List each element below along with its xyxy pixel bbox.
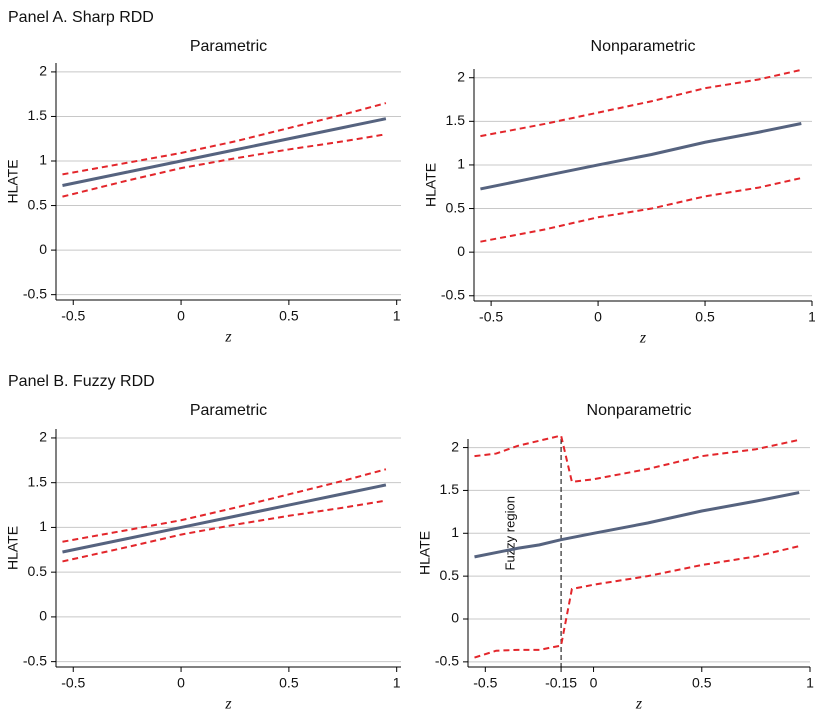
y-tick-label: 1 bbox=[39, 518, 47, 534]
x-tick-label: -0.5 bbox=[479, 309, 503, 325]
chart-title: Parametric bbox=[190, 38, 267, 55]
x-axis-label: z bbox=[639, 330, 647, 347]
x-tick-label: -0.5 bbox=[473, 675, 497, 691]
x-axis-label: z bbox=[224, 696, 232, 713]
x-tick-label: 1 bbox=[808, 309, 815, 325]
y-tick-label: 0.5 bbox=[28, 196, 48, 212]
annotation: Fuzzy region bbox=[503, 496, 518, 570]
estimate-line bbox=[474, 491, 800, 559]
x-tick-label: 0 bbox=[177, 675, 185, 691]
confidence-band bbox=[62, 499, 387, 563]
estimate-line bbox=[62, 117, 387, 187]
x-tick-label: -0.5 bbox=[61, 675, 85, 691]
y-axis-label: HLATE bbox=[423, 163, 439, 207]
y-axis-label: HLATE bbox=[417, 531, 433, 575]
y-tick-label: 0.5 bbox=[446, 199, 466, 215]
panel-title: Panel A. Sharp RDD bbox=[8, 9, 154, 26]
x-tick-label: 0 bbox=[594, 309, 602, 325]
confidence-band bbox=[480, 68, 802, 138]
chart-title: Nonparametric bbox=[587, 402, 692, 419]
y-tick-label: 1 bbox=[451, 524, 459, 540]
confidence-band bbox=[62, 133, 387, 198]
x-tick-label: 0.5 bbox=[279, 308, 299, 324]
y-tick-label: 2 bbox=[39, 429, 47, 445]
confidence-band bbox=[474, 434, 800, 483]
y-tick-label: 0 bbox=[457, 243, 465, 259]
y-tick-label: 1.5 bbox=[446, 112, 466, 128]
x-tick-label: 0.5 bbox=[695, 309, 715, 325]
y-tick-label: 0.5 bbox=[28, 563, 48, 579]
x-tick-label: 0.5 bbox=[692, 675, 712, 691]
y-tick-label: 2 bbox=[451, 438, 459, 454]
y-tick-label: 1 bbox=[457, 156, 465, 172]
confidence-band bbox=[62, 468, 387, 543]
y-tick-label: -0.5 bbox=[441, 286, 465, 302]
chart-title: Nonparametric bbox=[591, 38, 696, 55]
y-axis-label: HLATE bbox=[5, 159, 21, 203]
y-tick-label: -0.5 bbox=[435, 653, 459, 669]
y-tick-label: 0 bbox=[451, 610, 459, 626]
y-tick-label: 0 bbox=[39, 241, 47, 257]
y-tick-label: 0.5 bbox=[440, 567, 460, 583]
x-tick-label: 1 bbox=[393, 675, 401, 691]
estimate-line bbox=[480, 122, 802, 191]
y-tick-label: 2 bbox=[457, 68, 465, 84]
estimate-line bbox=[62, 483, 387, 554]
x-tick-label: 0.5 bbox=[279, 675, 299, 691]
y-tick-label: 0 bbox=[39, 608, 47, 624]
y-tick-label: 1 bbox=[39, 152, 47, 168]
panel-title: Panel B. Fuzzy RDD bbox=[8, 373, 155, 390]
confidence-band bbox=[480, 177, 802, 243]
x-tick-label: 1 bbox=[806, 675, 814, 691]
y-axis-label: HLATE bbox=[5, 526, 21, 570]
y-tick-label: 1.5 bbox=[28, 107, 48, 123]
y-tick-label: 1.5 bbox=[440, 481, 460, 497]
x-tick-label: 0 bbox=[177, 308, 185, 324]
x-axis-label: z bbox=[224, 329, 232, 346]
y-tick-label: 2 bbox=[39, 63, 47, 79]
y-tick-label: -0.5 bbox=[23, 285, 47, 301]
y-tick-label: -0.5 bbox=[23, 652, 47, 668]
y-tick-label: 1.5 bbox=[28, 473, 48, 489]
x-tick-label: -0.15 bbox=[545, 675, 577, 691]
x-tick-label: 0 bbox=[590, 675, 598, 691]
confidence-band bbox=[474, 545, 800, 659]
x-tick-label: 1 bbox=[393, 308, 401, 324]
x-axis-label: z bbox=[635, 696, 643, 713]
chart-title: Parametric bbox=[190, 402, 267, 419]
x-tick-label: -0.5 bbox=[61, 308, 85, 324]
confidence-band bbox=[62, 102, 387, 176]
